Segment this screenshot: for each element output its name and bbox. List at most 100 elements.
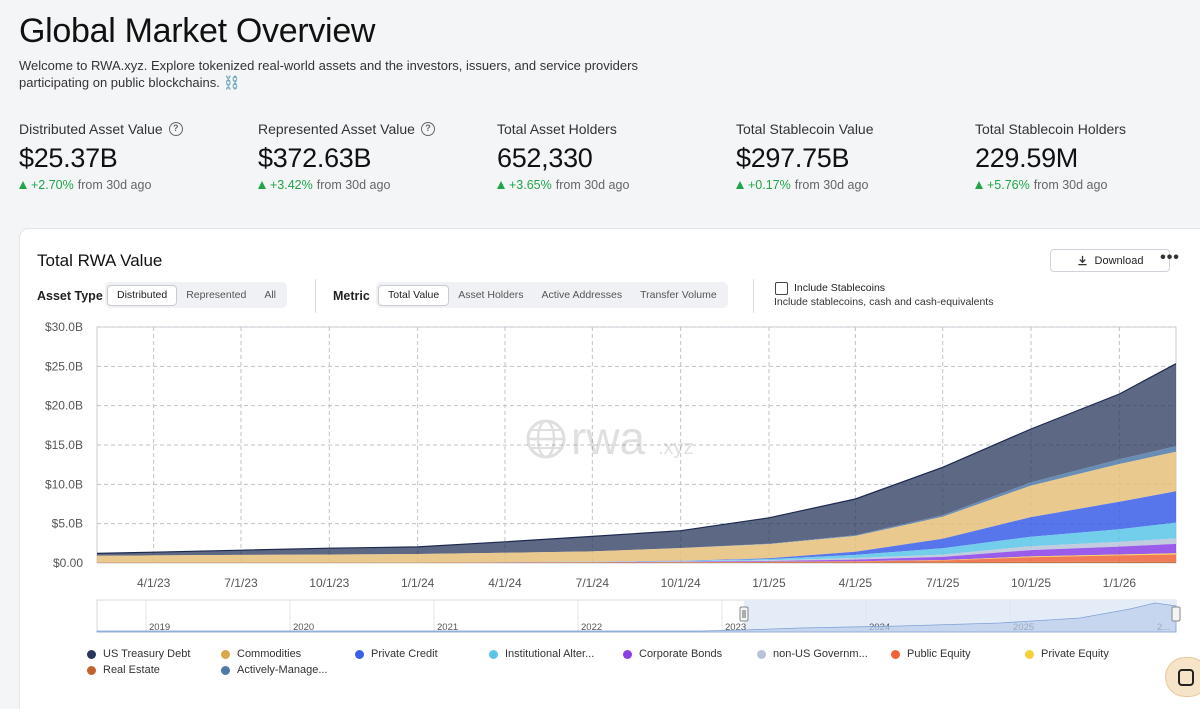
y-tick-label: $30.0B: [45, 320, 83, 334]
legend-swatch: [355, 649, 364, 659]
legend-item[interactable]: US Treasury Debt: [87, 648, 190, 660]
area-corporate-bonds[interactable]: [97, 543, 1176, 563]
more-options-icon[interactable]: •••: [1160, 249, 1180, 266]
y-tick-label: $5.0B: [52, 517, 83, 531]
download-label: Download: [1094, 254, 1144, 267]
area-non-us-government-debt[interactable]: [97, 538, 1176, 563]
download-button[interactable]: Download: [1050, 249, 1170, 272]
legend-label: Institutional Alter...: [505, 648, 595, 660]
stat-change: +3.65% from 30d ago: [497, 178, 727, 192]
svg-text:.xyz: .xyz: [658, 437, 694, 459]
stat-label-text: Represented Asset Value: [258, 121, 415, 137]
area-us-treasury-debt[interactable]: [97, 363, 1176, 556]
tab-total-value[interactable]: Total Value: [378, 284, 450, 306]
legend-item[interactable]: Private Credit: [355, 648, 438, 660]
x-tick-label: 10/1/24: [661, 576, 701, 590]
stat-label: Total Stablecoin Holders: [975, 120, 1200, 138]
stat-card: Represented Asset Value? $372.63B +3.42% fr…: [258, 120, 488, 192]
stats-row: Distributed Asset Value? $25.37B +2.70% fro…: [19, 120, 1200, 200]
tab-transfer-volume[interactable]: Transfer Volume: [640, 289, 717, 301]
stat-value: 652,330: [497, 143, 593, 173]
x-tick-label: 7/1/25: [926, 576, 960, 590]
y-tick-label: $20.0B: [45, 399, 83, 413]
legend-item[interactable]: Real Estate: [87, 664, 160, 676]
chart-title: Total RWA Value: [37, 251, 163, 270]
legend-label: Real Estate: [103, 664, 160, 676]
x-tick-label: 10/1/25: [1011, 576, 1051, 590]
stat-change-suffix: from 30d ago: [316, 178, 391, 192]
include-stablecoins-checkbox[interactable]: [775, 282, 788, 295]
navigator-year-label: 2021: [437, 622, 458, 633]
total-line: [96, 363, 1177, 554]
x-tick-label: 10/1/23: [309, 576, 349, 590]
stat-label: Total Asset Holders: [497, 120, 727, 138]
navigator-year-label: 2022: [581, 622, 602, 633]
stat-change: +3.42% from 30d ago: [258, 178, 488, 192]
stat-value: 229.59M: [975, 143, 1078, 173]
up-arrow-icon: [497, 181, 505, 189]
time-navigator[interactable]: 20192020202120222023202420252...: [96, 599, 1181, 633]
stat-change-percent: +5.76%: [987, 178, 1030, 192]
stat-label-text: Total Stablecoin Value: [736, 121, 874, 137]
legend-item[interactable]: Institutional Alter...: [489, 648, 594, 660]
stat-change: +5.76% from 30d ago: [975, 178, 1200, 192]
legend-swatch: [221, 649, 230, 659]
legend-item[interactable]: Private Equity: [1025, 648, 1109, 660]
stat-label-text: Total Stablecoin Holders: [975, 121, 1126, 137]
navigator-handle-left[interactable]: [739, 606, 749, 622]
legend-item[interactable]: non-US Governm...: [757, 648, 868, 660]
stat-change-suffix: from 30d ago: [77, 178, 152, 192]
chat-button[interactable]: [1165, 657, 1200, 697]
legend-label: US Treasury Debt: [103, 648, 191, 660]
stat-label-text: Total Asset Holders: [497, 121, 617, 137]
legend-item[interactable]: Public Equity: [891, 648, 971, 660]
legend-swatch: [489, 649, 498, 659]
help-icon[interactable]: ?: [168, 122, 183, 136]
stat-label: Total Stablecoin Value: [736, 120, 966, 138]
navigator-handle-right[interactable]: [1171, 606, 1181, 622]
x-tick-label: 4/1/24: [488, 576, 522, 590]
stat-card: Total Stablecoin Value $297.75B +0.17% from…: [736, 120, 966, 192]
tab-active-addresses[interactable]: Active Addresses: [541, 289, 623, 301]
legend-item[interactable]: Corporate Bonds: [623, 648, 722, 660]
y-tick-label: $25.0B: [45, 359, 83, 373]
x-tick-label: 4/1/25: [839, 576, 873, 590]
legend-swatch: [757, 649, 766, 659]
tab-distributed[interactable]: Distributed: [107, 284, 178, 306]
tab-all[interactable]: All: [264, 289, 276, 301]
tab-represented[interactable]: Represented: [186, 289, 247, 301]
area-private-credit[interactable]: [97, 491, 1176, 563]
help-icon[interactable]: ?: [420, 122, 435, 136]
legend-swatch: [891, 649, 900, 659]
up-arrow-icon: [19, 181, 27, 189]
metric-selector: Total Value Asset Holders Active Addresses…: [376, 282, 728, 308]
legend-label: Public Equity: [907, 648, 971, 660]
navigator-year-label: 2023: [725, 622, 746, 633]
y-tick-label: $0.00: [53, 556, 83, 570]
legend-label: Private Equity: [1041, 648, 1109, 660]
up-arrow-icon: [975, 181, 983, 189]
include-stablecoins-label[interactable]: Include Stablecoins: [794, 282, 886, 294]
stat-change-suffix: from 30d ago: [1033, 178, 1108, 192]
stat-value: $372.63B: [258, 143, 372, 173]
stat-value: $25.37B: [19, 143, 118, 173]
stat-card: Total Stablecoin Holders 229.59M +5.76% fro…: [975, 120, 1200, 192]
navigator-year-label: 2019: [149, 622, 170, 633]
tab-asset-holders[interactable]: Asset Holders: [458, 289, 524, 301]
stat-change-percent: +3.42%: [270, 178, 313, 192]
legend-item[interactable]: Commodities: [221, 648, 301, 660]
divider: [315, 279, 316, 313]
area-real-estate[interactable]: [97, 561, 1176, 563]
area-commodities[interactable]: [97, 451, 1176, 563]
legend-label: Corporate Bonds: [639, 648, 723, 660]
legend-item[interactable]: Actively-Manage...: [221, 664, 327, 676]
area-institutional-alternative-funds[interactable]: [97, 522, 1176, 563]
stat-value: $297.75B: [736, 143, 850, 173]
y-tick-label: $10.0B: [45, 477, 83, 491]
up-arrow-icon: [736, 181, 744, 189]
up-arrow-icon: [258, 181, 266, 189]
navigator-series: [96, 602, 1177, 633]
page-intro: Welcome to RWA.xyz. Explore tokenized re…: [19, 58, 638, 90]
